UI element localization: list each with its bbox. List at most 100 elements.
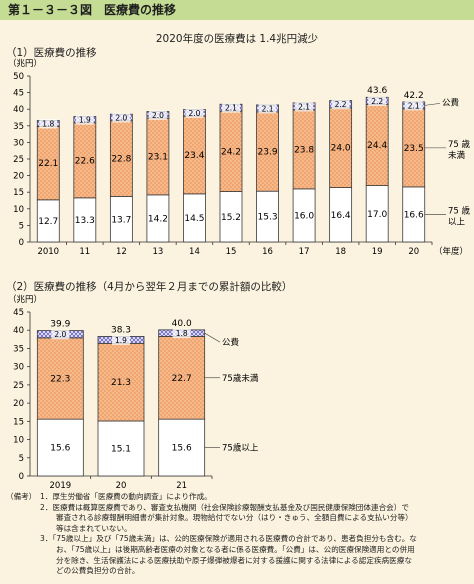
data-label-public: 2.1	[408, 101, 420, 110]
public-label-backdrop	[112, 335, 130, 345]
note-1-number: 1．	[40, 492, 53, 501]
public-label-backdrop	[185, 108, 204, 118]
x-tick-label: 16	[262, 247, 273, 257]
figure-subtitle: 2020年度の医療費は 1.4兆円減少	[155, 33, 319, 45]
data-label-75-and-over: 15.2	[221, 213, 241, 223]
chart-1-medical-costs-by-year: （兆円） 0 5 10 15 20 25 30 35 40 45 50 12.7 22.1 1.8 2010 1…	[8, 58, 471, 257]
data-label-public: 2.0	[152, 111, 164, 120]
notes: （備考） 1．厚生労働省「医療費の動向調査」により作成。 2．医療費は概算医療費…	[6, 492, 466, 577]
y-tick-label: 35	[13, 344, 24, 354]
data-label-public: 2.0	[54, 330, 66, 339]
note-3-line-2: お、「75歳以上」は後期高齢者医療の対象となる者に係る医療費。「公費」は、公的医…	[56, 544, 415, 554]
public-label-backdrop	[75, 115, 94, 125]
y-tick-label: 50	[13, 72, 24, 82]
note-3: 3．「75歳以上」及び「75歳未満」は、公的医療保険が適用される医療費の合計であ…	[6, 534, 466, 576]
legend-under-75-line-1: 75 歳	[448, 139, 471, 150]
note-3-number: 3．	[40, 534, 53, 544]
legend-leader-public	[204, 332, 221, 343]
total-label: 42.2	[404, 91, 424, 101]
x-tick-label: 19	[372, 247, 383, 257]
data-label-public: 2.1	[225, 104, 237, 113]
notes-label: （備考）	[6, 492, 37, 501]
y-tick-label: 15	[13, 188, 24, 198]
legend-75-and-over-line-1: 75 歳	[448, 205, 471, 216]
data-label-public: 2.2	[335, 100, 347, 109]
data-label-75-and-over: 15.6	[50, 444, 70, 454]
data-label-75-and-over: 16.6	[404, 210, 424, 220]
y-tick-label: 40	[13, 105, 24, 115]
legend-under-75: 75歳未満	[222, 373, 259, 384]
bar-segment-75-and-over	[36, 418, 84, 477]
x-tick-label: 14	[189, 247, 200, 257]
y-tick-label: 0	[19, 472, 24, 482]
y-tick-label: 25	[13, 155, 24, 165]
x-tick-label: 17	[299, 247, 310, 257]
public-label-backdrop	[331, 99, 350, 110]
x-tick-label: 18	[335, 247, 346, 257]
data-label-public: 2.0	[188, 109, 200, 118]
data-label-75-and-over: 16.4	[331, 211, 351, 221]
y-tick-label: 40	[13, 326, 24, 336]
data-label-under-75: 22.6	[75, 156, 95, 166]
section-2-title: （2）医療費の推移（4月から翌年２月までの累計額の比較）	[6, 281, 293, 293]
note-2: 2．医療費は概算医療費であり、審査支払機関（社会保険診療報酬支払基金及び国民健康…	[6, 503, 466, 535]
y-axis-unit-label: （兆円）	[8, 58, 42, 69]
data-label-under-75: 23.9	[258, 148, 278, 158]
x-tick-label: 2019	[50, 481, 72, 490]
data-label-public: 1.8	[176, 329, 188, 338]
note-2-line-2: 審査される診療報酬明細書が集計対象。現物給付でない分（はり・きゅう、全額自費によ…	[56, 513, 413, 523]
legend-leader-public	[424, 103, 441, 106]
data-label-75-and-over: 13.7	[111, 215, 131, 225]
data-label-under-75: 21.3	[111, 378, 131, 388]
note-1-text: 厚生労働省「医療費の動向調査」により作成。	[52, 492, 212, 501]
data-label-public: 2.1	[298, 102, 310, 111]
data-label-under-75: 24.4	[367, 141, 387, 151]
data-label-under-75: 23.5	[404, 144, 424, 154]
note-2-line-1: 医療費は概算医療費であり、審査支払機関（社会保険診療報酬支払基金及び国民健康保険…	[52, 502, 409, 512]
data-label-75-and-over: 13.3	[75, 216, 95, 226]
public-label-backdrop	[172, 328, 191, 339]
data-label-public: 1.9	[115, 336, 127, 345]
data-label-public: 2.1	[262, 104, 274, 113]
x-tick-label: 20	[408, 247, 419, 257]
note-3-line-4: どの公費負担分の合計。	[56, 566, 140, 576]
data-label-under-75: 23.1	[148, 153, 168, 163]
chart-2-cumulative-comparison: （兆円）05101520253035404515.622.32.039.9201…	[8, 294, 259, 490]
public-label-backdrop	[148, 110, 167, 120]
note-3-line-3: 分を除き、生活保護法による医療扶助や原子爆弾被爆者に対する援護に関する法律による…	[56, 555, 412, 565]
y-tick-label: 15	[13, 417, 24, 427]
data-label-75-and-over: 15.1	[111, 444, 131, 454]
y-axis-unit-label: （兆円）	[8, 294, 42, 305]
y-tick-label: 20	[13, 172, 24, 182]
data-label-under-75: 24.2	[221, 147, 241, 157]
legend-75-and-over-line-2: 以上	[448, 217, 466, 227]
y-tick-label: 45	[13, 89, 24, 99]
data-label-public: 2.2	[371, 97, 383, 106]
data-label-under-75: 23.8	[294, 145, 314, 155]
data-label-75-and-over: 15.3	[258, 213, 278, 223]
x-tick-label: 11	[79, 247, 90, 257]
figure-header: 第１－３－３図 医療費の推移	[0, 0, 474, 20]
data-label-75-and-over: 17.0	[367, 210, 387, 220]
x-axis-label: （年度）	[434, 246, 468, 257]
note-1: （備考） 1．厚生労働省「医療費の動向調査」により作成。	[6, 492, 466, 503]
public-label-backdrop	[51, 329, 70, 340]
data-label-under-75: 22.1	[38, 159, 58, 169]
bar-segment-75-and-over	[97, 420, 145, 477]
x-tick-label: 15	[226, 247, 237, 257]
public-label-backdrop	[258, 103, 277, 114]
data-label-public: 1.9	[79, 116, 91, 125]
legend-75-and-over: 75歳以上	[222, 443, 259, 454]
note-2-line-3: 等は含まれていない。	[56, 523, 132, 533]
data-label-75-and-over: 14.2	[148, 214, 168, 224]
public-label-backdrop	[295, 101, 314, 112]
public-label-backdrop	[368, 96, 387, 106]
y-tick-label: 30	[13, 138, 24, 148]
public-label-backdrop	[112, 113, 131, 123]
y-tick-label: 5	[19, 221, 24, 231]
data-label-public: 2.0	[115, 114, 127, 123]
total-label: 40.0	[172, 319, 192, 329]
bar-segment-under-75	[97, 342, 145, 422]
total-label: 38.3	[111, 325, 131, 335]
total-label: 43.6	[367, 86, 387, 96]
